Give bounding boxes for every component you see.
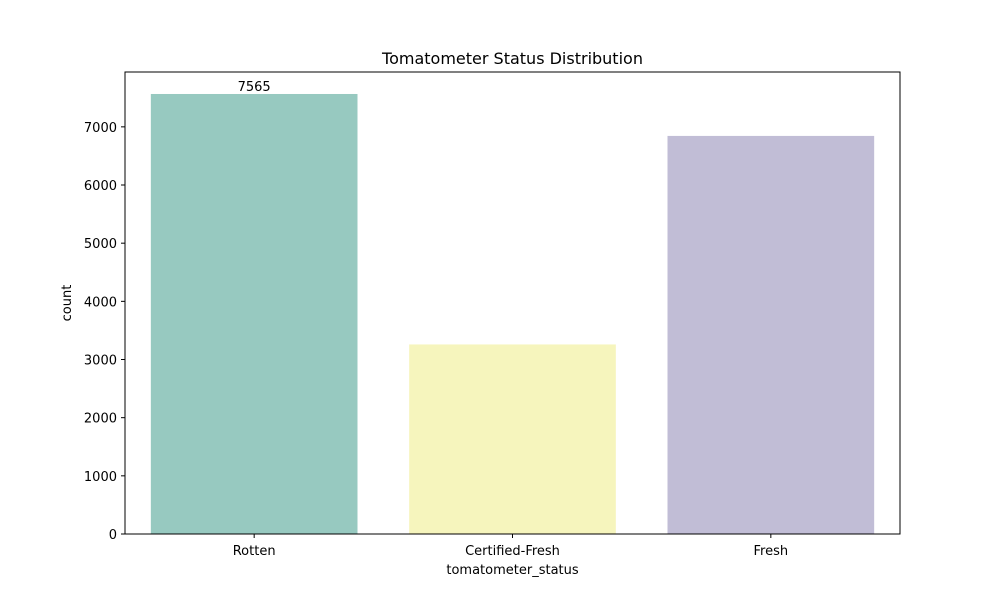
plot-frame <box>124 71 901 535</box>
y-tick-label-6000: 6000 <box>84 179 117 194</box>
x-axis: Rotten Certified-Fresh Fresh <box>233 534 788 559</box>
data-label-rotten: 7565 <box>238 80 271 95</box>
y-axis: 0 1000 2000 3000 4000 5000 6000 7000 <box>84 121 125 543</box>
chart-title: Tomatometer Status Distribution <box>381 49 643 68</box>
y-axis-label: count <box>60 285 75 322</box>
bar-certified-fresh <box>409 344 616 534</box>
y-tick-label-2000: 2000 <box>84 412 117 427</box>
y-tick-label-0: 0 <box>109 528 117 543</box>
y-tick-label-7000: 7000 <box>84 121 117 136</box>
y-tick-label-4000: 4000 <box>84 295 117 310</box>
bar-rotten <box>150 93 358 535</box>
x-tick-label-rotten: Rotten <box>233 544 276 559</box>
x-tick-label-certified-fresh: Certified-Fresh <box>465 544 560 559</box>
bars-layer: 7565 <box>150 80 875 535</box>
x-tick-label-fresh: Fresh <box>754 544 789 559</box>
y-tick-label-3000: 3000 <box>84 354 117 369</box>
y-tick-label-1000: 1000 <box>84 470 117 485</box>
bar-fresh <box>667 135 875 534</box>
y-tick-label-5000: 5000 <box>84 237 117 252</box>
x-axis-label: tomatometer_status <box>446 563 579 578</box>
